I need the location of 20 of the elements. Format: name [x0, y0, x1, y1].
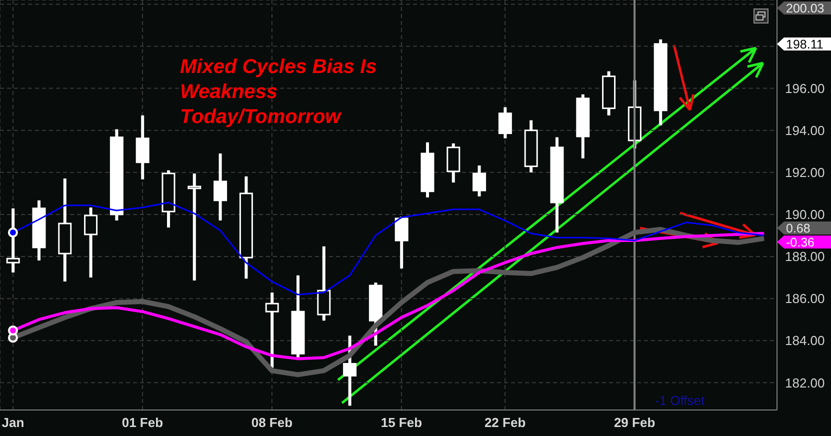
y-tick-label: 190.00	[785, 207, 825, 222]
y-tick-label: 184.00	[785, 333, 825, 348]
y-tick-label: 196.00	[785, 80, 825, 96]
text: 0.68	[786, 222, 810, 236]
x-tick-label: 01 Feb	[122, 415, 164, 430]
y-tick-label: 188.00	[785, 249, 825, 264]
x-tick-label: Jan	[2, 415, 24, 430]
text: 198.11	[786, 38, 824, 52]
text: 200.03	[786, 2, 824, 16]
y-tick-label: 194.00	[785, 122, 825, 138]
y-tick-label: 182.00	[785, 375, 825, 390]
x-tick-label: 08 Feb	[251, 415, 293, 430]
x-tick-label: 22 Feb	[484, 415, 526, 430]
y-tick-label: 192.00	[785, 165, 825, 180]
text: -0.36	[786, 236, 815, 250]
y-tick-label: 186.00	[785, 291, 825, 306]
x-tick-label: 15 Feb	[380, 415, 422, 430]
x-tick-label: 29 Feb	[614, 415, 656, 430]
annotation: Mixed Cycles Bias Is Weakness Today/Tomorrow	[180, 55, 378, 130]
annotation: -1 Offset	[655, 393, 705, 408]
